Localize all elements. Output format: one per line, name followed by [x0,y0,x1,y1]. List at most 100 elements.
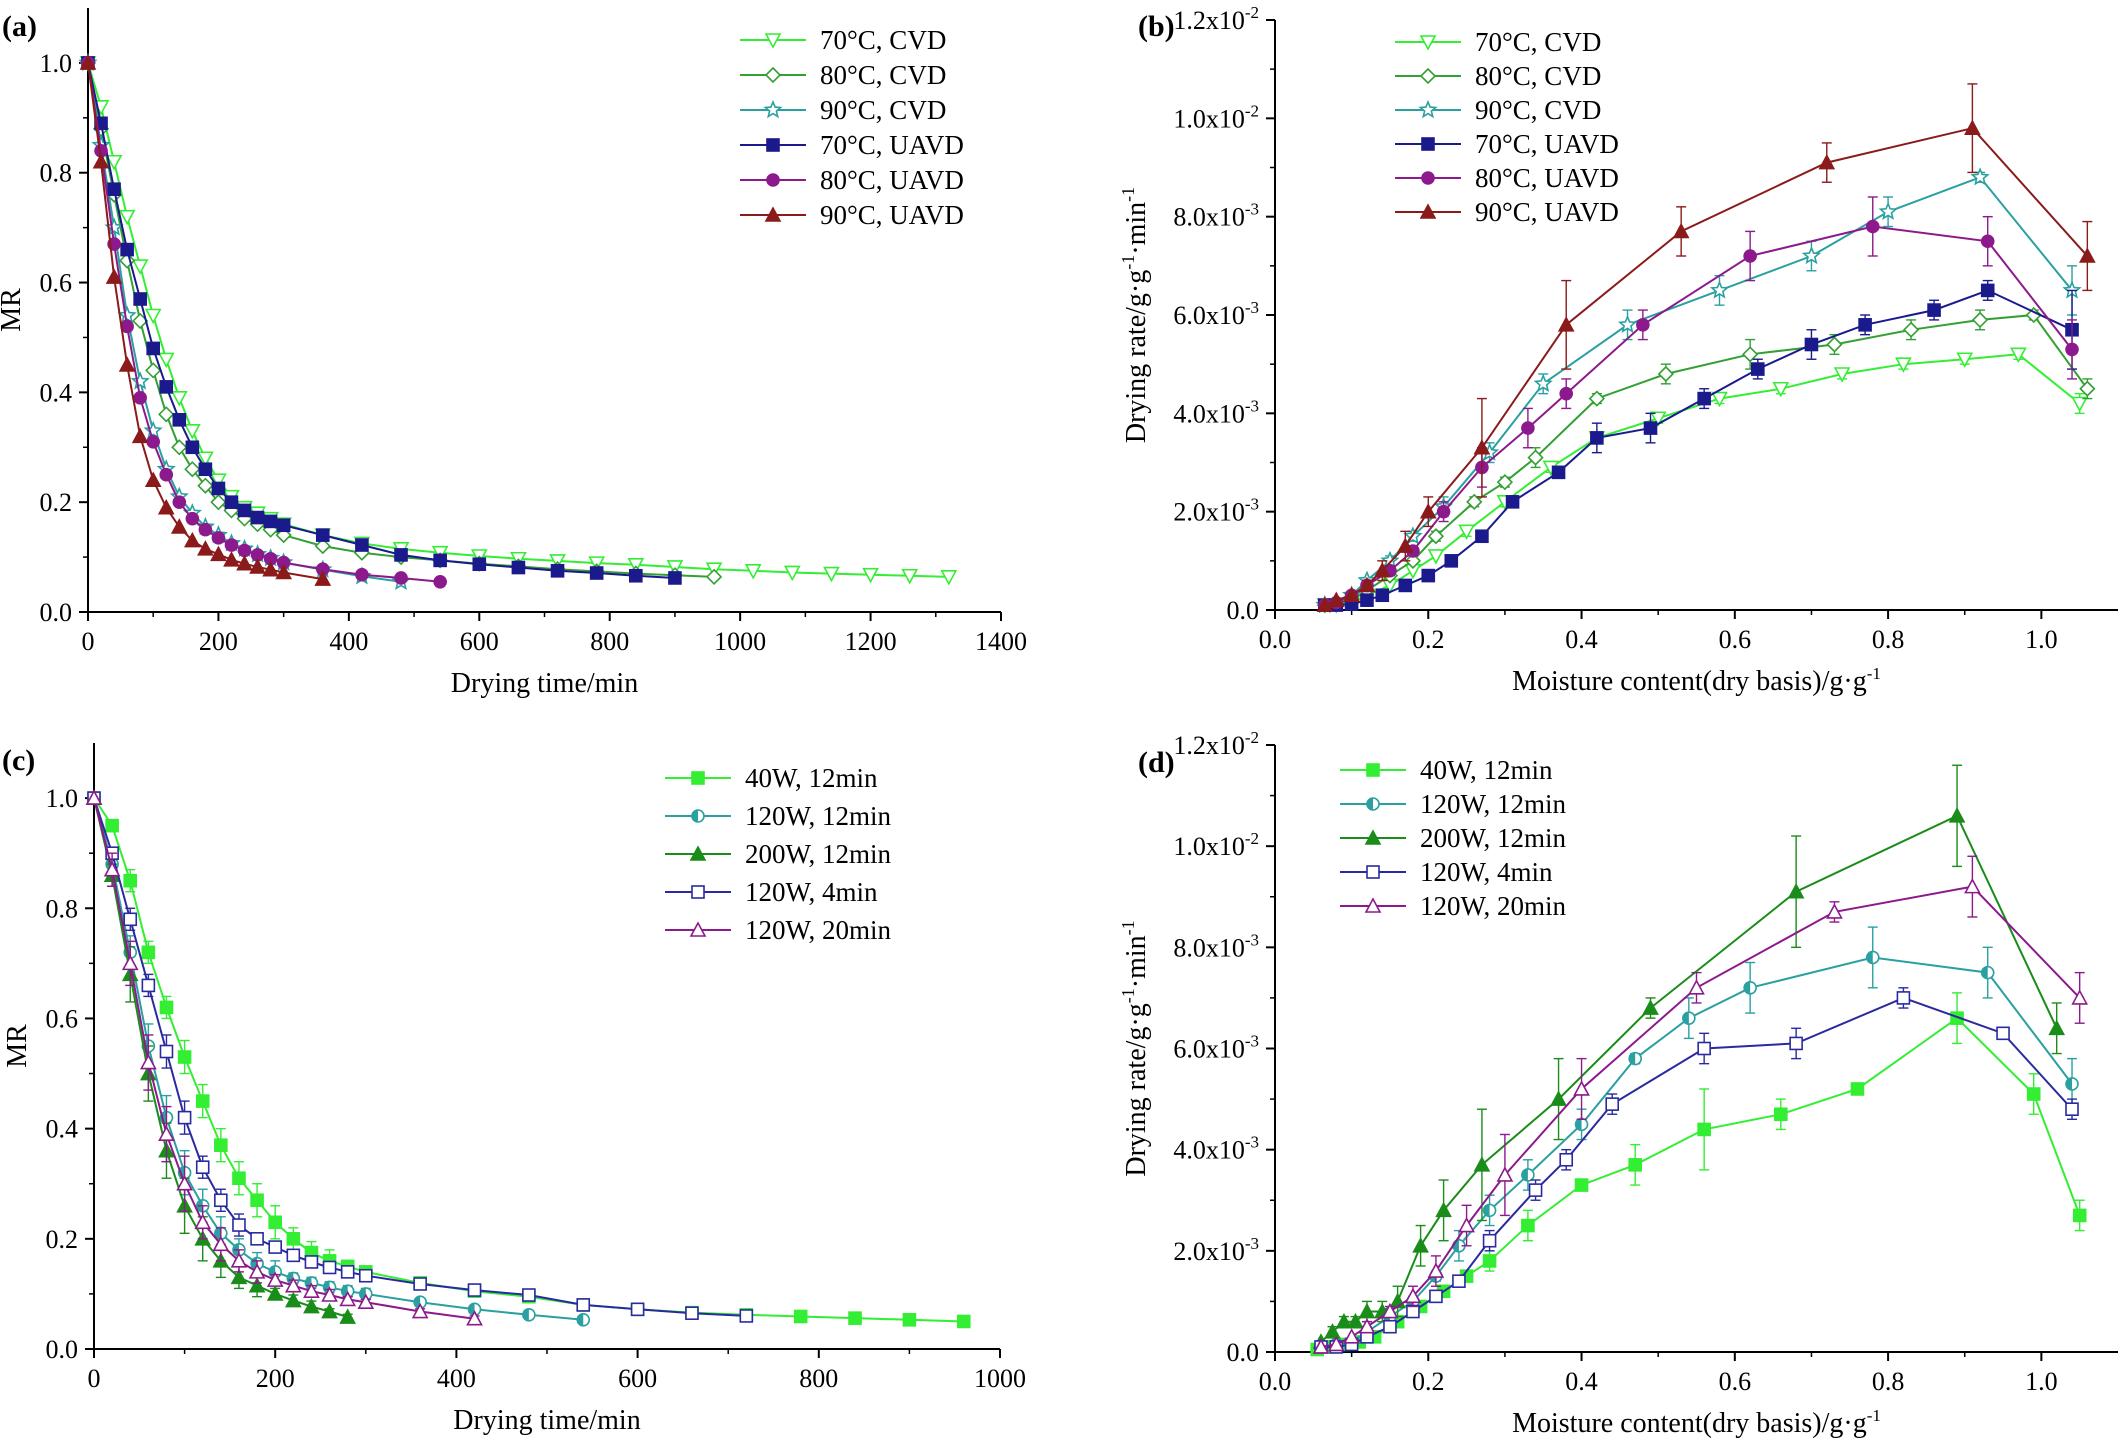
data-point [433,553,447,568]
x-axis-title: Drying time/min [451,668,638,699]
data-point [210,494,227,511]
legend-label: 40W, 12min [1420,755,1553,785]
data-point [250,1193,264,1208]
data-point-fill [414,1296,421,1309]
data-point [1590,431,1604,445]
x-tick-label: 1400 [975,627,1027,656]
x-tick-label: 1200 [845,627,897,656]
data-point [1316,596,1334,612]
data-point [739,1309,754,1323]
data-point [1473,439,1491,455]
x-tick-label: 400 [329,627,368,656]
x-tick-label: 600 [460,627,499,656]
data-point-fill [1575,1118,1582,1131]
data-point [197,477,214,494]
data-point-fill [1744,981,1751,994]
data-point-fill [214,1227,221,1240]
data-point [315,528,330,542]
data-point [223,551,240,567]
data-point [1383,1319,1397,1334]
data-point-fill [1866,951,1873,964]
data-point [1458,524,1475,541]
data-point [2079,247,2096,263]
data-point [1826,336,1843,353]
data-point [1617,314,1638,334]
legend-marker [1421,171,1435,185]
data-point [210,473,227,489]
data-point [630,1302,645,1317]
data-point [1335,1312,1353,1329]
data-point [230,1268,248,1285]
data-point [144,308,162,325]
legend-marker [1364,897,1382,913]
data-point [1996,1026,2010,1041]
data-point [1573,1080,1590,1096]
series-d-3 [1314,987,2079,1354]
y-axis-title: MR [0,288,27,332]
data-point [1521,421,1535,435]
data-point [522,1288,536,1302]
data-point [1347,1312,1364,1329]
legend-marker [1366,865,1380,879]
data-point [85,789,103,805]
data-point [1551,465,1566,480]
data-point [1404,1287,1422,1304]
data-point-fill [1521,1168,1528,1181]
chart-panel-b: 0.0 0.2 0.4 0.6 0.8 1.0 0.0 2.0x10-3 4.0x10-3 6.0… [1118,3,2118,697]
data-point [2065,1102,2079,1116]
data-point [197,540,214,556]
data-point [2026,1087,2041,1101]
legend-label: 70°C, UAVD [820,130,964,160]
data-point [1801,245,1822,265]
data-point [1657,365,1674,383]
data-point [1358,1318,1376,1334]
data-point [268,1240,283,1254]
data-point [250,510,265,525]
data-point [1444,554,1459,568]
data-point [79,54,97,70]
data-point [1743,249,1757,263]
data-point [1971,311,1989,329]
legend-label: 70°C, CVD [820,25,946,55]
y-tick-label: 0.8 [46,894,79,923]
legend-label: 90°C, UAVD [1475,197,1619,227]
chart-panel-a: 0 200 400 600 800 1000 1200 1400 0.0 0.2 0.4 0.6 0.8… [0,8,1027,699]
legend-label: 120W, 12min [1420,789,1567,819]
legend-label: 120W, 12min [745,801,892,831]
data-point [1473,1156,1491,1172]
data-point [823,566,840,583]
data-point [2048,1019,2066,1036]
data-point [1878,201,1898,220]
data-point [184,461,201,478]
legend-entry: 80°C, UAVD [740,165,964,195]
data-point [1324,1323,1341,1339]
x-tick-label: 0.8 [1872,1367,1905,1396]
data-point [357,1293,375,1309]
data-point [550,564,565,578]
data-point [668,571,682,585]
data-point [2071,396,2089,413]
data-point [1642,999,1659,1015]
data-point [303,1282,320,1298]
legend-entry: 120W, 4min [665,877,878,907]
data-point [212,1235,230,1252]
data-point [118,209,136,226]
data-point-fill [468,1303,475,1316]
data-point [198,522,213,537]
data-point [1697,1041,1711,1056]
data-point [394,571,408,585]
legend-marker-fill [1367,798,1373,810]
data-point-fill [1629,1052,1636,1065]
x-tick-label: 0.6 [1719,1367,1752,1396]
data-point-fill [1981,966,1988,979]
y-tick-label: 6.0x10-3 [1173,1032,1259,1064]
data-point [157,498,175,515]
data-point [1358,576,1376,593]
data-point-fill [577,1313,584,1326]
legend-marker [1419,67,1437,85]
data-point [1980,283,1995,298]
legend-label: 80°C, CVD [820,60,946,90]
data-point [1711,391,1728,408]
data-point [1697,1122,1711,1137]
